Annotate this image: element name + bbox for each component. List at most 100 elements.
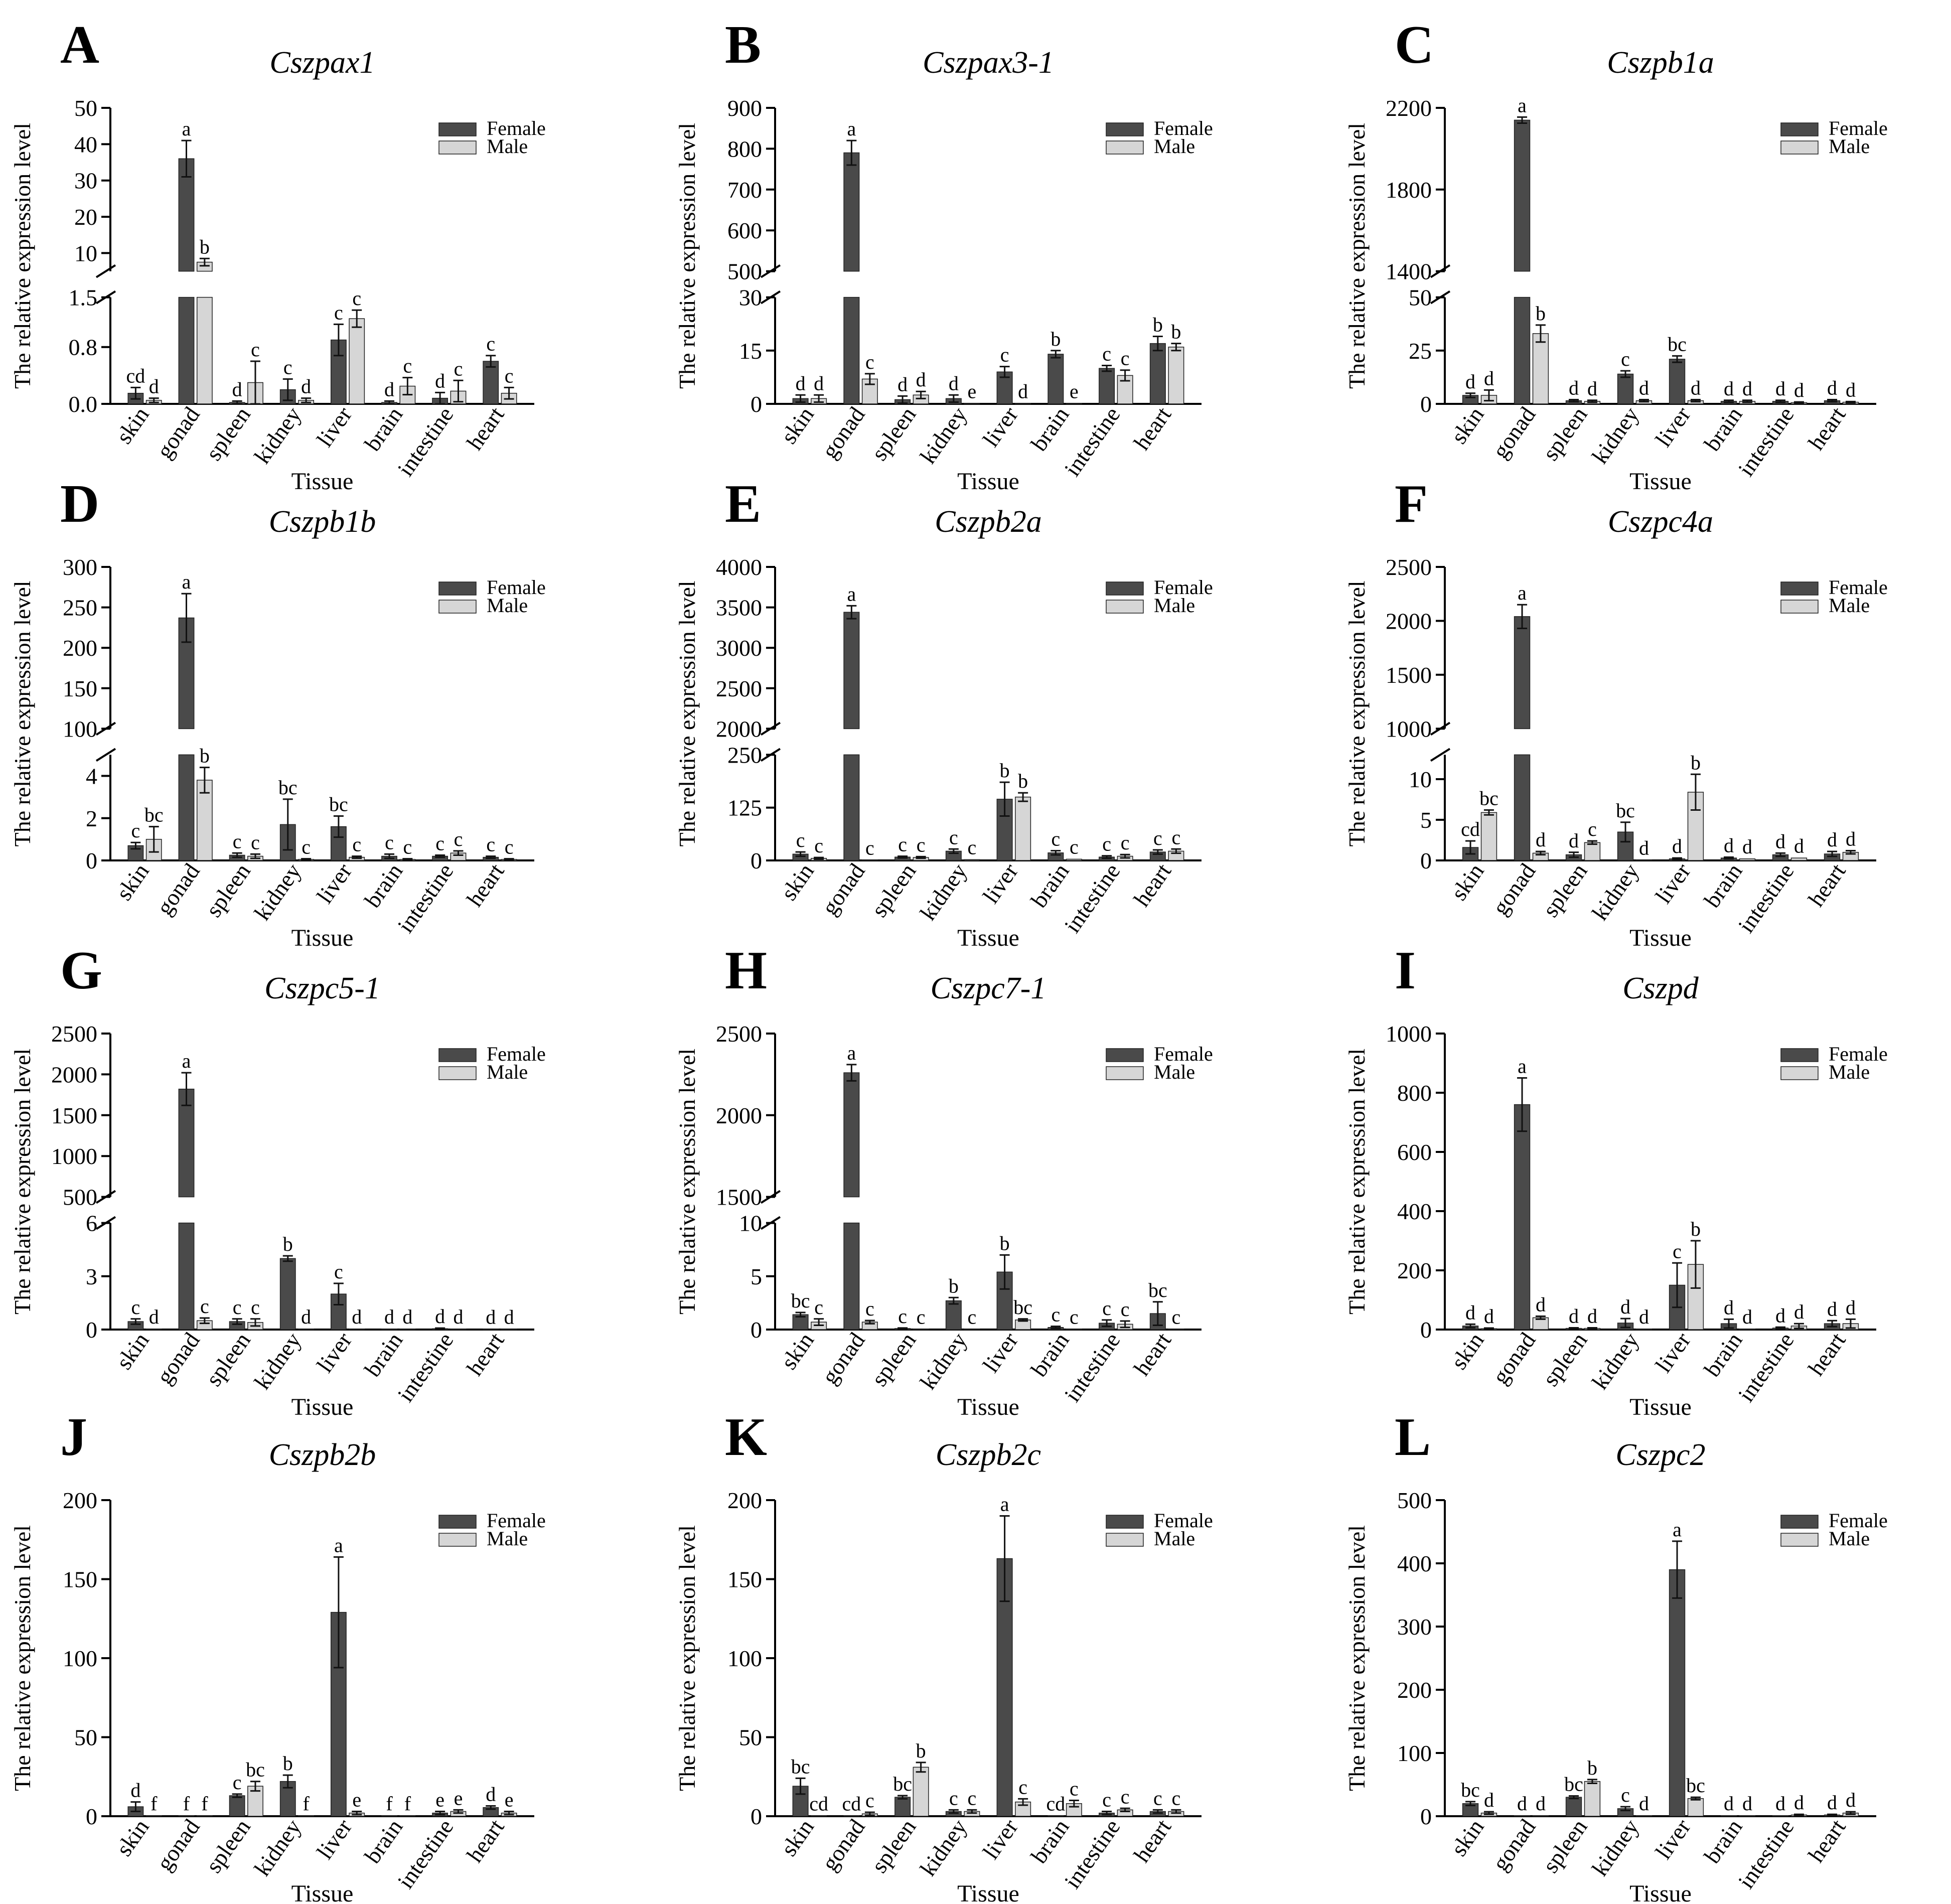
- y-tick-label: 0.8: [69, 335, 98, 360]
- y-tick-label: 100: [727, 1646, 762, 1671]
- significance-letter: b: [1171, 321, 1181, 343]
- y-tick-label: 0: [751, 1317, 762, 1343]
- x-tick-label: skin: [1446, 402, 1489, 448]
- legend-label: Male: [1154, 1061, 1195, 1083]
- x-tick-label: liver: [312, 858, 357, 908]
- significance-letter: b: [916, 1739, 926, 1762]
- significance-letter: c: [1621, 348, 1630, 370]
- significance-letter: c: [1121, 347, 1130, 370]
- y-tick-label: 10: [739, 1211, 762, 1236]
- bar-male: [1739, 1329, 1756, 1330]
- significance-letter: c: [968, 836, 977, 858]
- x-axis-label: Tissue: [957, 925, 1019, 951]
- y-tick-label: 1500: [51, 1103, 97, 1128]
- legend-swatch-female: [1106, 122, 1144, 136]
- significance-letter: d: [1827, 1297, 1837, 1320]
- x-tick-label: kidney: [249, 858, 307, 925]
- bar-female: [1565, 1797, 1582, 1817]
- significance-letter: d: [1639, 377, 1649, 399]
- x-axis-label: Tissue: [957, 468, 1019, 495]
- bar-female: [1099, 368, 1115, 404]
- significance-letter: a: [847, 117, 856, 140]
- significance-letter: d: [796, 372, 806, 394]
- x-tick-label: skin: [111, 402, 154, 448]
- y-tick-label: 0: [751, 391, 762, 417]
- legend-swatch-female: [1780, 1048, 1819, 1062]
- significance-letter: d: [301, 375, 311, 398]
- panel-letter: B: [725, 15, 761, 75]
- significance-letter: d: [1827, 1791, 1837, 1814]
- significance-letter: c: [1172, 826, 1181, 848]
- significance-letter: d: [1484, 1305, 1494, 1328]
- significance-letter: c: [233, 830, 242, 852]
- bar-male: [1790, 857, 1808, 861]
- significance-letter: b: [1000, 1232, 1010, 1254]
- x-tick-label: brain: [1026, 858, 1074, 912]
- significance-letter: c: [1102, 343, 1111, 365]
- significance-letter: c: [352, 287, 361, 310]
- x-tick-label: skin: [111, 858, 154, 905]
- significance-letter: d: [384, 378, 394, 400]
- bar-male: [1168, 346, 1184, 404]
- axis-break-mark: [95, 290, 116, 305]
- y-tick-label: 0: [1420, 1804, 1432, 1829]
- chart-title: Cszpax3-1: [923, 46, 1054, 80]
- bar-female: [381, 1329, 397, 1330]
- significance-letter: d: [435, 1305, 445, 1328]
- x-tick-label: heart: [1803, 858, 1851, 911]
- significance-letter: a: [1518, 94, 1527, 116]
- significance-letter: cd: [842, 1792, 861, 1815]
- bar-male: [196, 780, 213, 861]
- significance-letter: c: [865, 1297, 874, 1320]
- y-tick-label: 0: [86, 1317, 97, 1343]
- x-tick-label: kidney: [1587, 1328, 1644, 1394]
- legend-label: Male: [1829, 594, 1870, 617]
- legend-label: Female: [1829, 1043, 1888, 1065]
- x-tick-label: kidney: [249, 1328, 307, 1394]
- significance-letter: f: [151, 1792, 158, 1815]
- x-tick-label: heart: [1129, 402, 1176, 455]
- panel-K: K Cszpb2c 0 50 100 150 200 The relative express…: [674, 1407, 1213, 1904]
- legend-label: Male: [487, 1061, 528, 1083]
- significance-letter: c: [1172, 1787, 1181, 1809]
- significance-letter: c: [131, 1296, 140, 1319]
- significance-letter: b: [1691, 751, 1701, 774]
- legend-swatch-male: [1106, 140, 1144, 155]
- legend-label: Male: [1829, 135, 1870, 158]
- significance-letter: d: [1691, 377, 1701, 399]
- significance-letter: b: [200, 235, 210, 258]
- significance-letter: c: [1051, 828, 1060, 850]
- x-tick-label: liver: [312, 1328, 357, 1377]
- y-tick-label: 0: [751, 848, 762, 873]
- significance-letter: d: [1794, 1791, 1804, 1814]
- bar-female: [1047, 354, 1064, 404]
- legend-swatch-female: [1780, 122, 1819, 136]
- legend-swatch-female: [1106, 581, 1144, 596]
- legend-label: Female: [487, 117, 546, 139]
- significance-letter: d: [949, 372, 959, 394]
- significance-letter: bc: [1148, 1279, 1167, 1301]
- y-tick-label: 1500: [716, 1185, 762, 1210]
- significance-letter: a: [847, 1042, 856, 1064]
- significance-letter: d: [1639, 1305, 1649, 1328]
- x-axis-label: Tissue: [291, 1394, 354, 1420]
- significance-letter: d: [1587, 377, 1597, 400]
- x-tick-label: heart: [462, 1328, 509, 1380]
- x-tick-label: brain: [1699, 1814, 1747, 1868]
- significance-letter: c: [1000, 344, 1009, 366]
- significance-letter: f: [386, 1792, 393, 1815]
- y-axis-label: The relative expression level: [10, 1525, 35, 1791]
- significance-letter: d: [814, 372, 824, 394]
- axis-break-mark: [1430, 290, 1451, 305]
- legend-swatch-female: [1780, 581, 1819, 596]
- legend-label: Female: [487, 1509, 546, 1532]
- x-tick-label: gonad: [1487, 858, 1540, 919]
- significance-letter: d: [1846, 828, 1856, 850]
- x-tick-label: liver: [312, 1814, 357, 1863]
- x-tick-label: heart: [1129, 1328, 1176, 1380]
- significance-letter: e: [1070, 380, 1079, 403]
- legend-label: Male: [487, 594, 528, 617]
- significance-letter: a: [334, 1534, 343, 1556]
- x-tick-label: skin: [776, 402, 819, 448]
- legend-swatch-male: [438, 1066, 477, 1080]
